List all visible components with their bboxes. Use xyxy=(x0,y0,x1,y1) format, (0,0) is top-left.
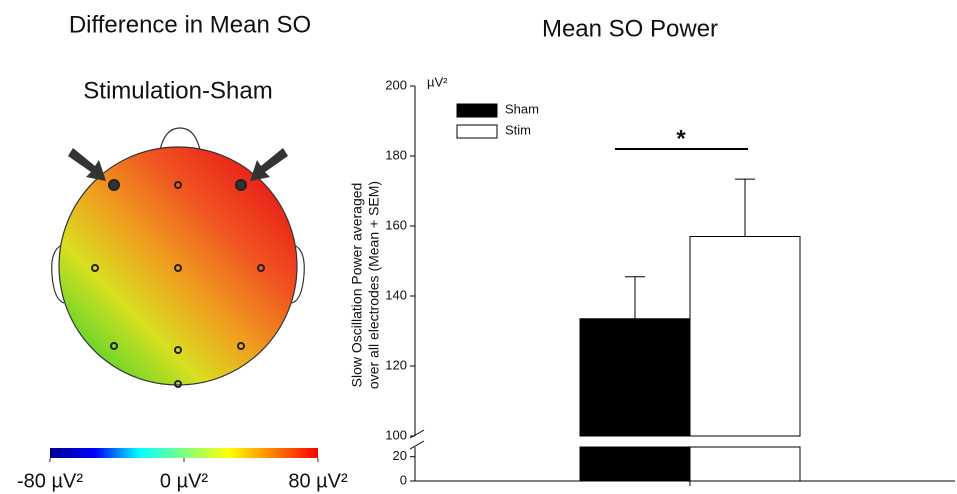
colorbar-tick-label: 80 µV² xyxy=(288,470,348,492)
map-subtitle: Stimulation-Sham xyxy=(83,77,272,104)
electrode xyxy=(108,179,120,191)
bar-base xyxy=(579,446,691,482)
axis-break xyxy=(409,429,425,439)
electrode xyxy=(257,264,265,272)
y-axis-label: over all electrodes (Mean + SEM) xyxy=(366,181,382,389)
bar xyxy=(579,318,691,437)
bar-base xyxy=(689,446,801,482)
significance-label: * xyxy=(676,125,686,152)
electrode xyxy=(110,342,118,350)
arrow xyxy=(68,148,106,181)
electrode xyxy=(237,342,245,350)
y-unit: µV² xyxy=(427,74,448,89)
legend-label: Sham xyxy=(505,101,539,116)
electrode xyxy=(174,346,182,354)
head xyxy=(51,127,305,388)
y-tick-label: 160 xyxy=(385,217,407,232)
electrode xyxy=(174,181,182,189)
y-tick-label: 140 xyxy=(385,287,407,302)
nose xyxy=(159,127,201,151)
electrode xyxy=(174,264,182,272)
chart-title: Mean SO Power xyxy=(542,15,718,42)
y-tick-label: 180 xyxy=(385,147,407,162)
colorbar-tick-label: -80 µV² xyxy=(17,470,83,492)
y-tick-label: 120 xyxy=(385,357,407,372)
y-tick-label: 100 xyxy=(385,427,407,442)
electrode xyxy=(91,264,99,272)
electrodes xyxy=(91,179,265,388)
legend-swatch xyxy=(456,124,498,139)
y-tick-label: 0 xyxy=(400,472,407,487)
y-tick-label: 20 xyxy=(393,448,407,463)
colorbar-tick-label: 0 µV² xyxy=(160,470,209,492)
arrows xyxy=(68,148,288,181)
electrode xyxy=(235,179,247,191)
legend-swatch xyxy=(456,103,498,118)
legend-label: Stim xyxy=(505,122,531,137)
y-tick-label: 200 xyxy=(385,77,407,92)
colorbar xyxy=(50,448,318,458)
axis-break xyxy=(409,440,425,450)
map-title: Difference in Mean SO xyxy=(69,11,311,38)
arrow xyxy=(250,148,288,181)
y-axis-label: Slow Oscillation Power averaged xyxy=(349,183,365,388)
electrode xyxy=(174,380,182,388)
bar xyxy=(689,236,801,437)
